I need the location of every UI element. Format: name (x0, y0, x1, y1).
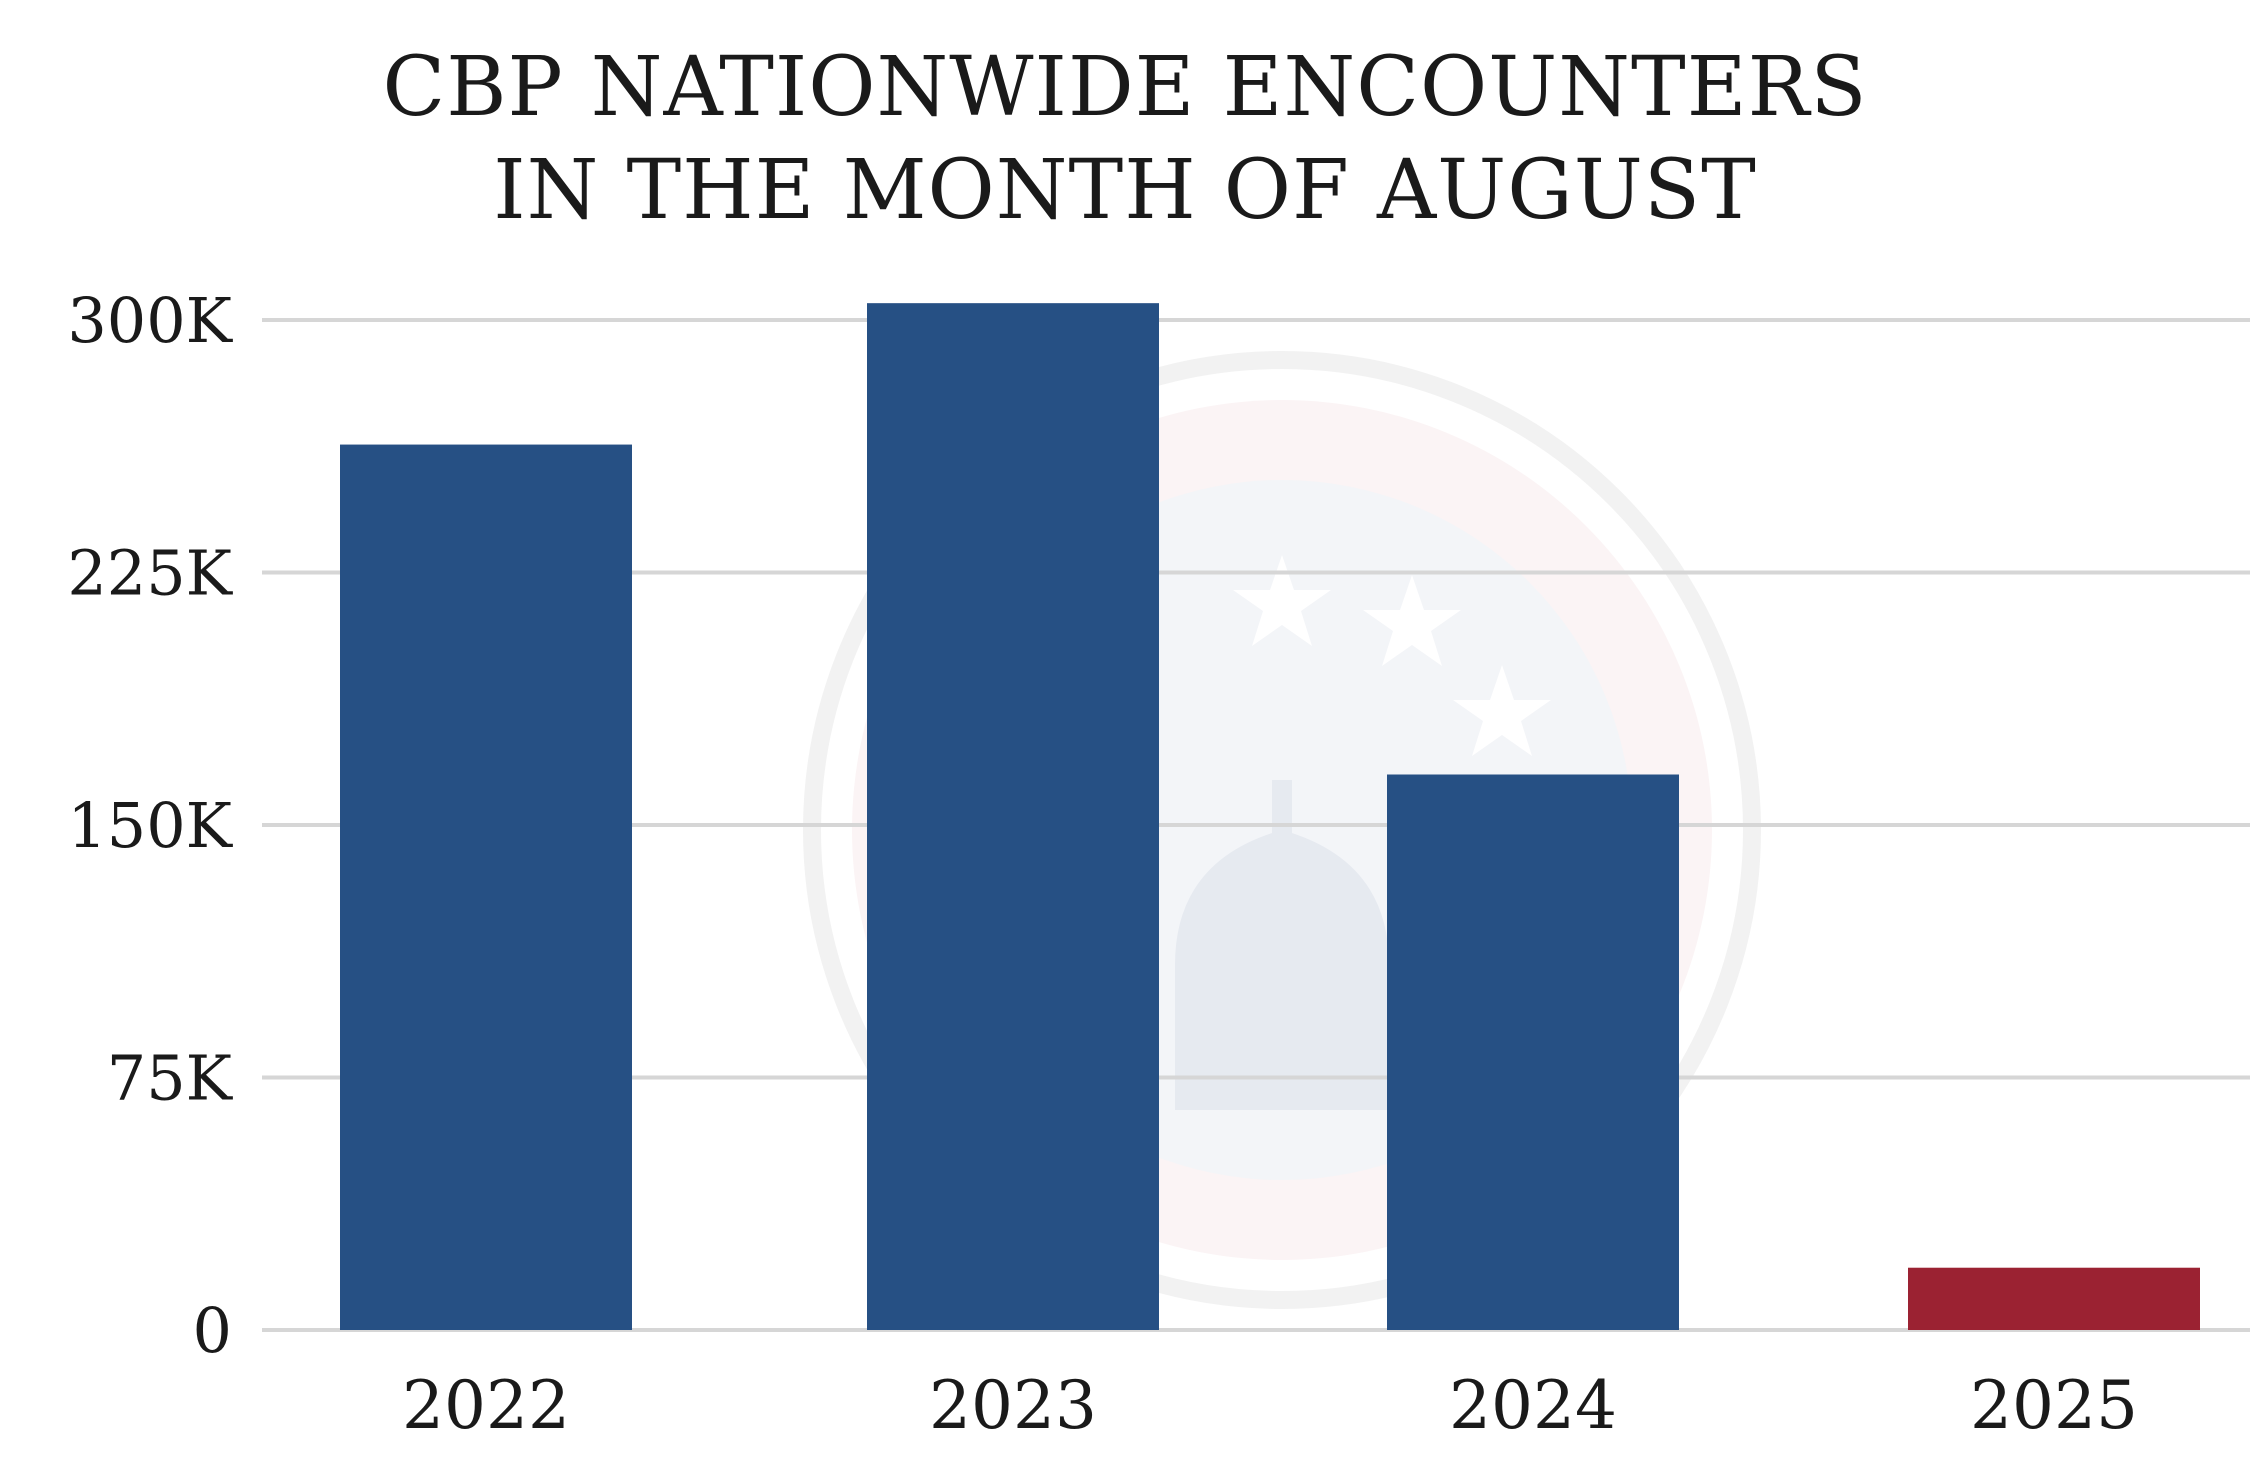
chart-title: CBP NATIONWIDE ENCOUNTERS IN THE MONTH O… (0, 36, 2250, 242)
x-tick-label: 2024 (1449, 1367, 1617, 1444)
bar-2024 (1387, 774, 1679, 1330)
chart-title-line-2: IN THE MONTH OF AUGUST (493, 143, 1757, 238)
bar-2023 (867, 303, 1159, 1331)
y-tick-label: 150K (67, 789, 233, 862)
x-tick-label: 2023 (929, 1367, 1097, 1444)
y-tick-label: 300K (67, 284, 233, 357)
chart-title-line-1: CBP NATIONWIDE ENCOUNTERS (382, 40, 1868, 135)
bars (340, 303, 2200, 1331)
bar-2022 (340, 444, 632, 1331)
x-tick-label: 2022 (402, 1367, 570, 1444)
x-axis: 2022 2023 2024 2025 (402, 1367, 2138, 1444)
y-axis: 0 75K 150K 225K 300K (67, 284, 233, 1367)
y-tick-label: 75K (107, 1042, 234, 1115)
y-tick-label: 225K (67, 537, 233, 610)
y-tick-label: 0 (193, 1294, 232, 1367)
bar-2025 (1908, 1267, 2200, 1330)
x-tick-label: 2025 (1970, 1367, 2138, 1444)
